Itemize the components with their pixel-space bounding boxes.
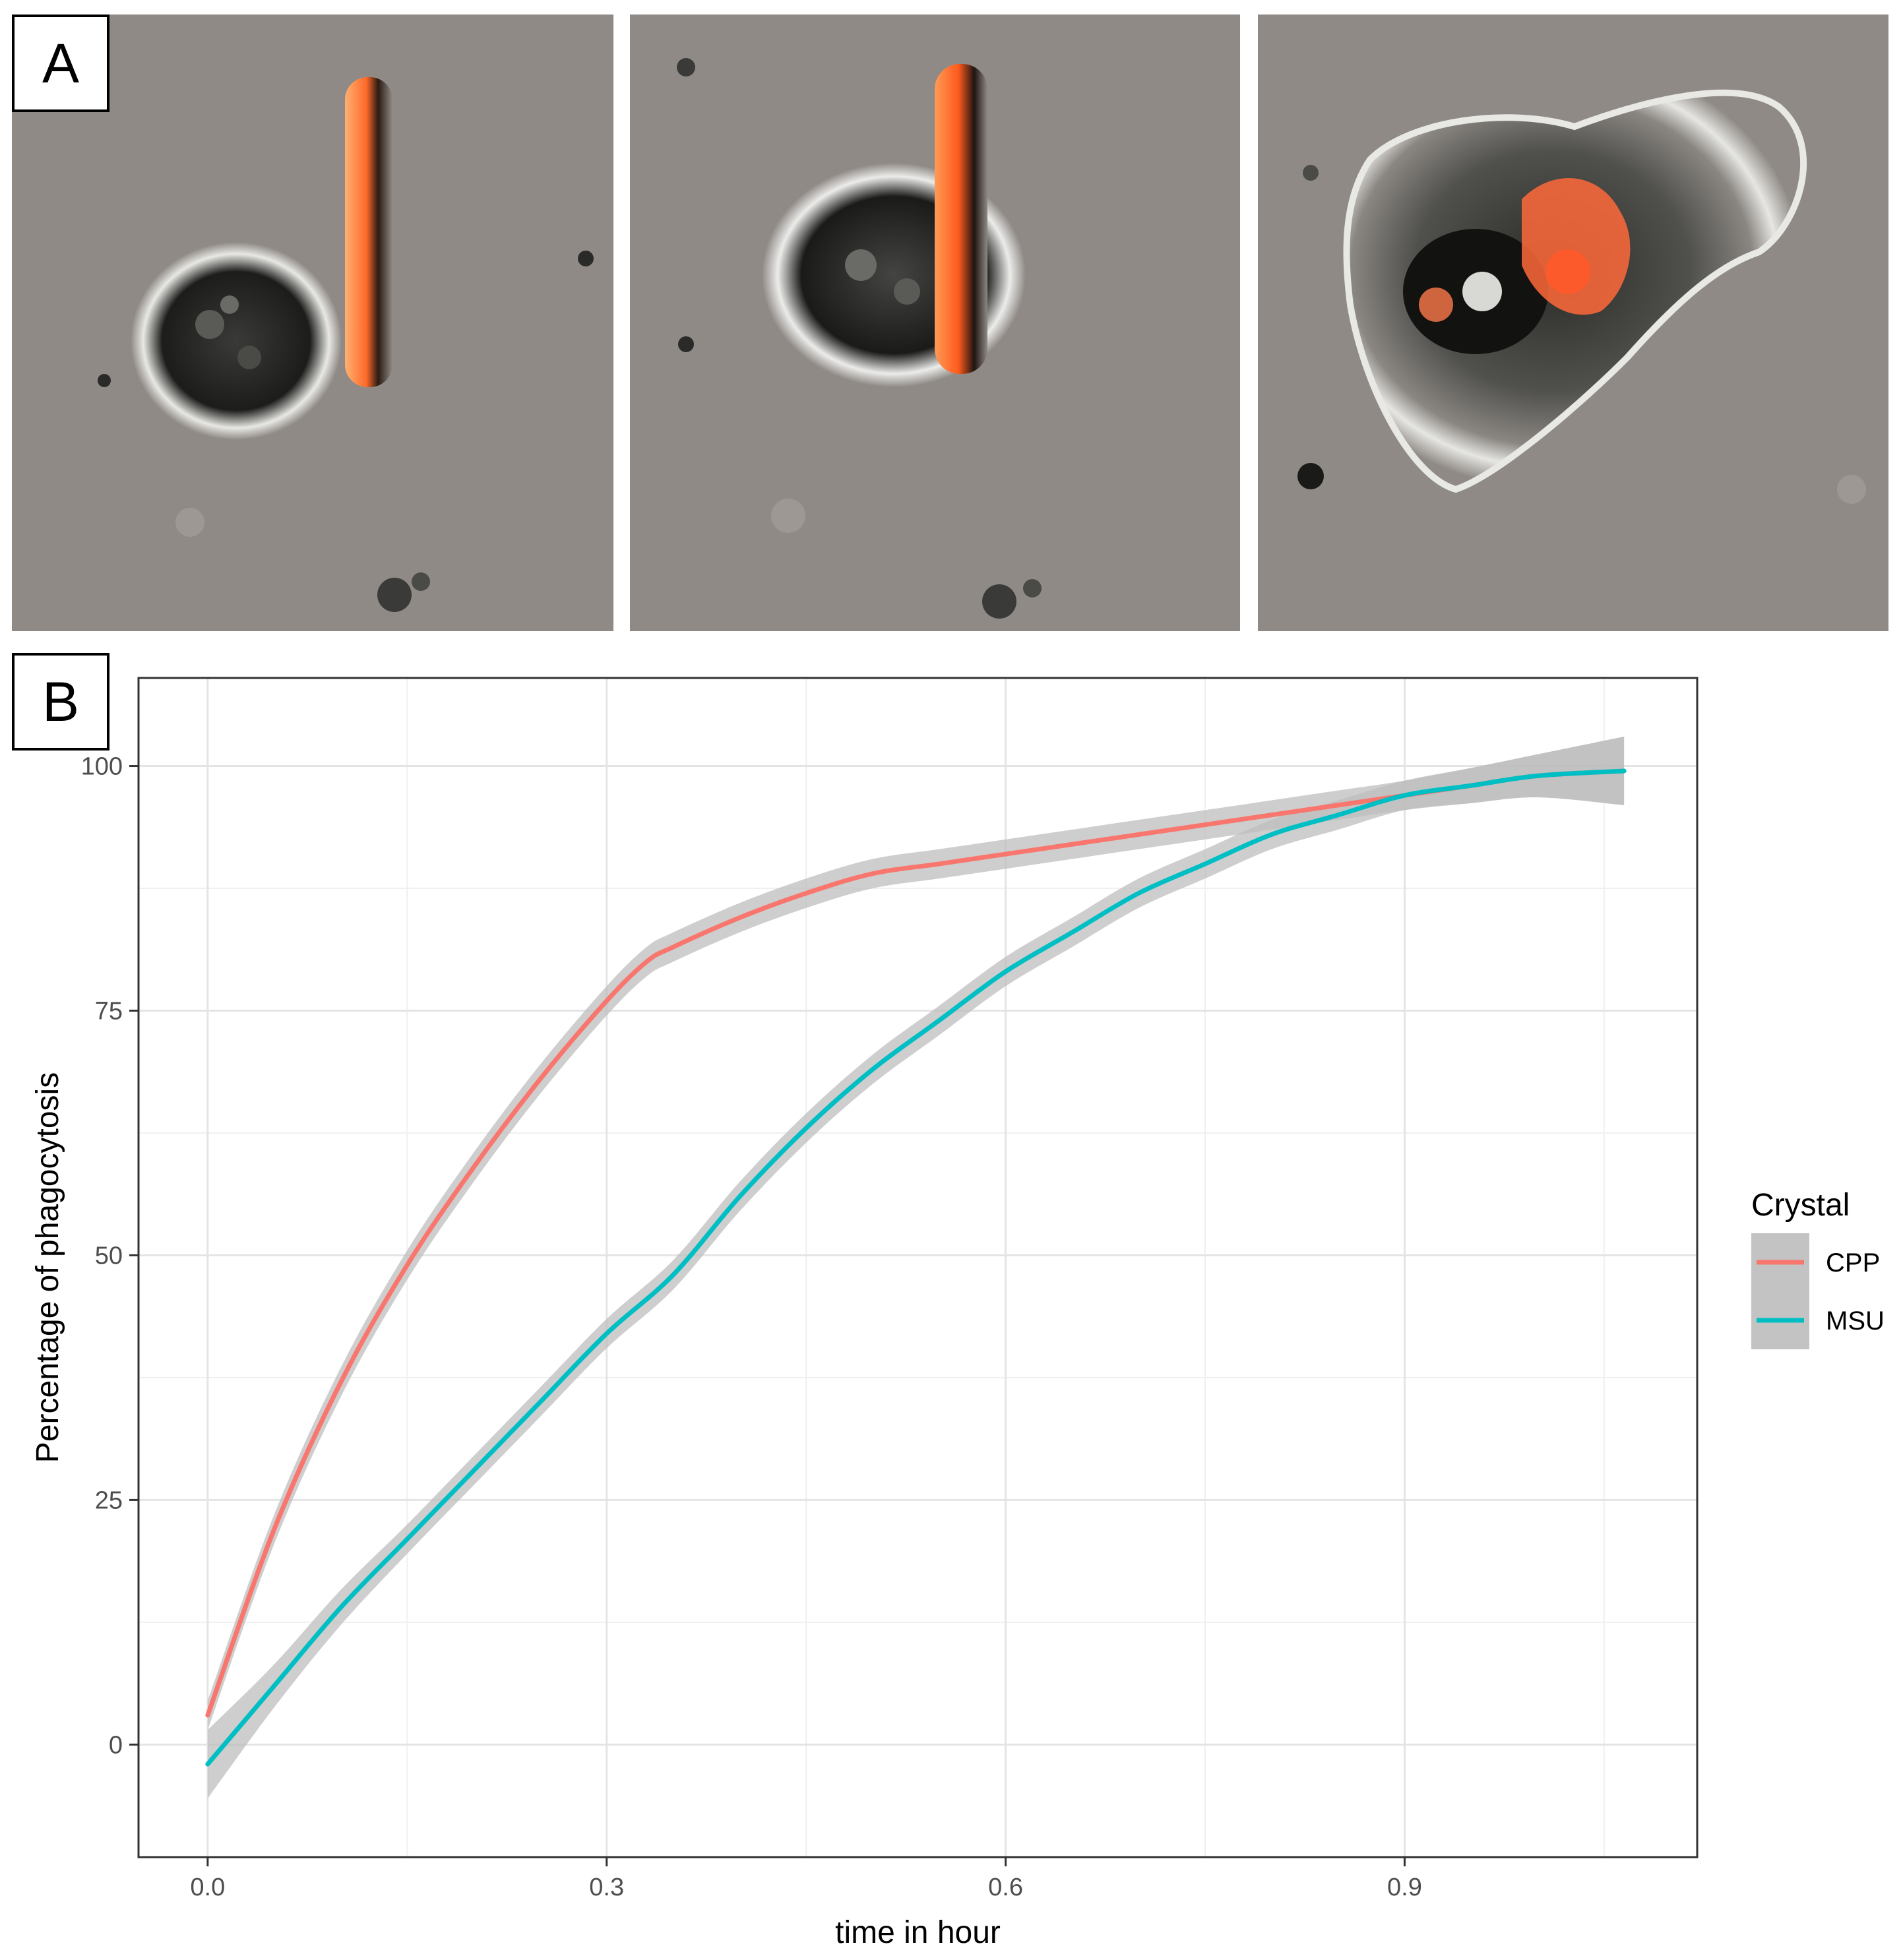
microscopy-frame-1	[12, 15, 613, 631]
y-tick-label: 0	[109, 1731, 123, 1759]
x-tick-label: 0.6	[988, 1874, 1023, 1901]
x-tick-label: 0.9	[1387, 1874, 1422, 1901]
legend-label-cpp: CPP	[1826, 1248, 1880, 1277]
legend-label-msu: MSU	[1826, 1306, 1885, 1335]
frame-engulfed-image	[1258, 15, 1888, 631]
microscopy-frame-2	[630, 15, 1240, 631]
frame-approach-image	[12, 15, 613, 631]
y-tick-label: 50	[95, 1242, 123, 1270]
x-tick-label: 0.3	[589, 1874, 624, 1901]
legend: Crystal CPP MSU	[1751, 1188, 1885, 1349]
y-axis-label: Percentage of phagocytosis	[30, 1072, 65, 1463]
x-tick-label: 0.0	[190, 1874, 225, 1901]
panel-label-b: B	[12, 653, 109, 750]
plot-frame	[137, 677, 1699, 1858]
panel-label-a: A	[12, 15, 109, 112]
y-tick-label: 25	[95, 1486, 123, 1514]
frame-contact-image	[630, 15, 1240, 631]
y-tick-label: 100	[81, 753, 123, 781]
y-tick-label: 75	[95, 997, 123, 1025]
grid-major	[139, 678, 1697, 1857]
legend-title: Crystal	[1751, 1188, 1850, 1223]
y-axis-ticks: 0 25 50 75 100	[81, 753, 139, 1759]
series-lines	[205, 768, 1627, 1767]
line-cpp	[205, 768, 1627, 1718]
microscopy-frame-3	[1258, 15, 1888, 631]
phagocytosis-chart: 0.0 0.3 0.6 0.9 0 25 50 75 100 time in hour Per…	[0, 653, 1903, 1960]
x-axis-ticks: 0.0 0.3 0.6 0.9	[190, 1857, 1422, 1901]
x-axis-label: time in hour	[835, 1915, 1001, 1950]
line-msu	[205, 768, 1627, 1767]
